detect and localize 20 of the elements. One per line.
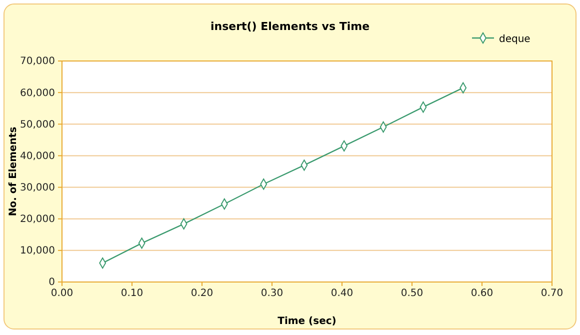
- y-axis-title: No. of Elements: [8, 126, 19, 216]
- legend-label: deque: [499, 34, 530, 45]
- x-tick-label: 0.70: [540, 288, 564, 300]
- y-tick-label: 30,000: [20, 182, 55, 194]
- y-tick-label: 20,000: [20, 214, 55, 226]
- y-tick-label: 10,000: [20, 246, 55, 257]
- y-tick-label: 60,000: [20, 88, 55, 99]
- y-tick-label: 50,000: [20, 119, 55, 130]
- y-tick-label: 40,000: [20, 150, 55, 162]
- x-tick-label: 0.40: [330, 288, 354, 300]
- y-tick-label: 70,000: [20, 56, 55, 68]
- x-tick-label: 0.10: [120, 288, 144, 300]
- x-tick-label: 0.30: [260, 288, 284, 300]
- x-tick-label: 0.20: [190, 288, 214, 300]
- x-tick-label: 0.50: [400, 288, 424, 300]
- x-tick-label: 0.60: [470, 288, 494, 300]
- chart-title: insert() Elements vs Time: [210, 20, 370, 33]
- y-tick-label: 0: [48, 277, 55, 288]
- x-axis-title: Time (sec): [278, 316, 336, 327]
- x-tick-label: 0.00: [50, 288, 74, 300]
